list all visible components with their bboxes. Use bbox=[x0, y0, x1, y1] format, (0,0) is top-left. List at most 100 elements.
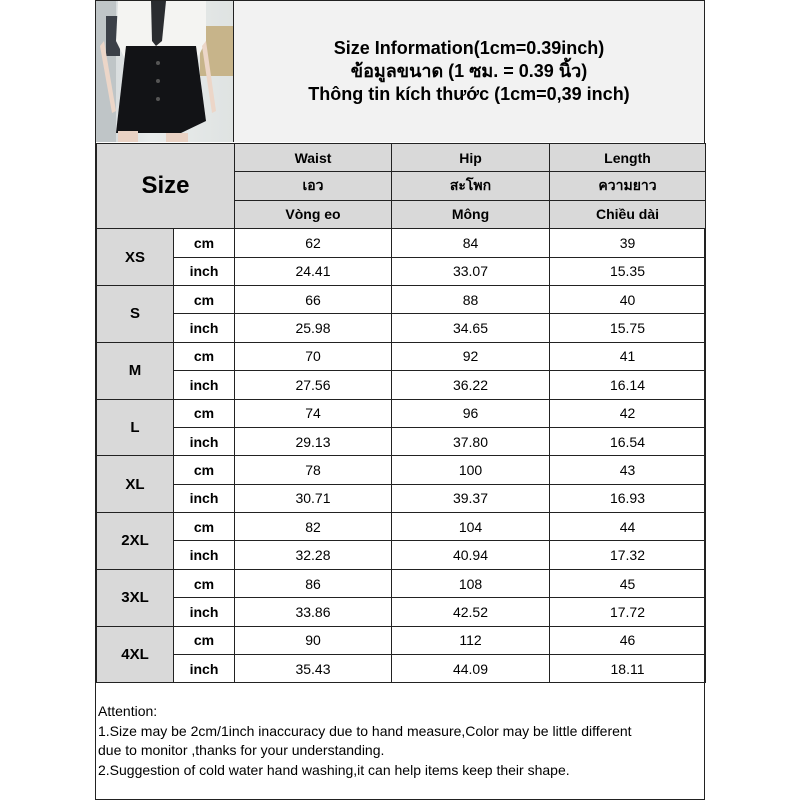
size-label: L bbox=[96, 398, 174, 457]
waist-value: 25.98 bbox=[234, 313, 392, 343]
unit-label: inch bbox=[173, 256, 235, 286]
table-row: XL cm 78 100 43 bbox=[96, 455, 706, 514]
waist-value: 35.43 bbox=[234, 654, 392, 684]
waist-value: 82 bbox=[234, 512, 392, 542]
length-value: 16.54 bbox=[549, 426, 706, 457]
column-header-hip-vi: Mông bbox=[391, 199, 550, 230]
column-header-length-thai: ความยาว bbox=[549, 171, 706, 201]
table-row: inch 35.43 44.09 18.11 bbox=[97, 654, 706, 684]
unit-label: inch bbox=[173, 313, 235, 343]
table-row: 4XL cm 90 112 46 bbox=[96, 625, 706, 684]
unit-label: cm bbox=[173, 455, 235, 485]
length-value: 40 bbox=[549, 284, 706, 315]
column-header-hip-thai: สะโพก bbox=[391, 171, 550, 201]
waist-value: 27.56 bbox=[234, 370, 392, 400]
length-value: 16.14 bbox=[549, 370, 706, 400]
unit-label: inch bbox=[173, 597, 235, 627]
size-chart: Size Information(1cm=0.39inch) ข้อมูลขนา… bbox=[95, 0, 706, 800]
table-row: inch 33.86 42.52 17.72 bbox=[97, 597, 706, 627]
attention-line: 2.Suggestion of cold water hand washing,… bbox=[98, 761, 570, 778]
length-value: 16.93 bbox=[549, 483, 706, 514]
waist-value: 62 bbox=[234, 228, 392, 258]
waist-value: 74 bbox=[234, 398, 392, 428]
length-value: 17.72 bbox=[549, 597, 706, 627]
hip-value: 100 bbox=[391, 455, 550, 485]
unit-label: inch bbox=[173, 654, 235, 684]
size-label: XS bbox=[96, 228, 174, 286]
size-label: 2XL bbox=[96, 512, 174, 570]
table-row: inch 30.71 39.37 16.93 bbox=[97, 483, 706, 514]
unit-label: cm bbox=[173, 512, 235, 542]
hip-value: 33.07 bbox=[391, 256, 550, 286]
waist-value: 86 bbox=[234, 568, 392, 599]
waist-value: 24.41 bbox=[234, 256, 392, 286]
hip-value: 37.80 bbox=[391, 426, 550, 457]
table-row: XS cm 62 84 39 bbox=[96, 228, 706, 286]
waist-value: 90 bbox=[234, 625, 392, 656]
unit-label: cm bbox=[173, 284, 235, 315]
size-information-title: Size Information(1cm=0.39inch) ข้อมูลขนา… bbox=[234, 1, 704, 142]
table-row: inch 27.56 36.22 16.14 bbox=[97, 370, 706, 400]
unit-label: inch bbox=[173, 540, 235, 570]
table-row: 3XL cm 86 108 45 bbox=[96, 568, 706, 627]
length-value: 39 bbox=[549, 228, 706, 258]
column-header-hip: Hip bbox=[391, 142, 550, 173]
unit-label: inch bbox=[173, 426, 235, 457]
header-row-thai: เอว สะโพก ความยาว bbox=[97, 171, 706, 201]
table-row: inch 25.98 34.65 15.75 bbox=[97, 313, 706, 343]
table-row: inch 24.41 33.07 15.35 bbox=[97, 256, 706, 286]
hip-value: 96 bbox=[391, 398, 550, 428]
unit-label: cm bbox=[173, 228, 235, 258]
unit-label: cm bbox=[173, 341, 235, 372]
length-value: 44 bbox=[549, 512, 706, 542]
hip-value: 92 bbox=[391, 341, 550, 372]
length-value: 43 bbox=[549, 455, 706, 485]
attention-note: Attention: 1.Size may be 2cm/1inch inacc… bbox=[98, 702, 632, 780]
length-value: 15.35 bbox=[549, 256, 706, 286]
unit-label: cm bbox=[173, 398, 235, 428]
hip-value: 44.09 bbox=[391, 654, 550, 684]
unit-label: inch bbox=[173, 483, 235, 514]
column-header-length-vi: Chiều dài bbox=[549, 199, 706, 230]
length-value: 46 bbox=[549, 625, 706, 656]
skirt-model-image bbox=[96, 1, 233, 142]
length-value: 45 bbox=[549, 568, 706, 599]
waist-value: 70 bbox=[234, 341, 392, 372]
hip-value: 39.37 bbox=[391, 483, 550, 514]
title-english: Size Information(1cm=0.39inch) bbox=[333, 38, 605, 58]
length-value: 15.75 bbox=[549, 313, 706, 343]
size-label: 3XL bbox=[96, 568, 174, 627]
hip-value: 112 bbox=[391, 625, 550, 656]
hip-value: 36.22 bbox=[391, 370, 550, 400]
header-row-vietnamese: Vòng eo Mông Chiều dài bbox=[97, 199, 706, 230]
title-vietnamese: Thông tin kích thước (1cm=0,39 inch) bbox=[308, 84, 630, 104]
table-row: inch 32.28 40.94 17.32 bbox=[97, 540, 706, 570]
attention-line: due to monitor ,thanks for your understa… bbox=[98, 742, 385, 758]
hip-value: 34.65 bbox=[391, 313, 550, 343]
length-value: 42 bbox=[549, 398, 706, 428]
waist-value: 66 bbox=[234, 284, 392, 315]
size-label: 4XL bbox=[96, 625, 174, 684]
size-header: Size bbox=[96, 142, 235, 230]
hip-value: 42.52 bbox=[391, 597, 550, 627]
table-row: 2XL cm 82 104 44 bbox=[96, 512, 706, 570]
size-label: XL bbox=[96, 455, 174, 514]
column-header-waist-vi: Vòng eo bbox=[234, 199, 392, 230]
unit-label: inch bbox=[173, 370, 235, 400]
hip-value: 88 bbox=[391, 284, 550, 315]
unit-label: cm bbox=[173, 625, 235, 656]
hip-value: 104 bbox=[391, 512, 550, 542]
size-label: M bbox=[96, 341, 174, 400]
column-header-waist-thai: เอว bbox=[234, 171, 392, 201]
product-photo bbox=[96, 1, 234, 142]
column-header-waist: Waist bbox=[234, 142, 392, 173]
length-value: 41 bbox=[549, 341, 706, 372]
waist-value: 78 bbox=[234, 455, 392, 485]
column-header-length: Length bbox=[549, 142, 706, 173]
table-row: inch 29.13 37.80 16.54 bbox=[97, 426, 706, 457]
header-area: Size Information(1cm=0.39inch) ข้อมูลขนา… bbox=[96, 1, 704, 144]
header-row-english: Size Waist Hip Length bbox=[96, 142, 706, 230]
